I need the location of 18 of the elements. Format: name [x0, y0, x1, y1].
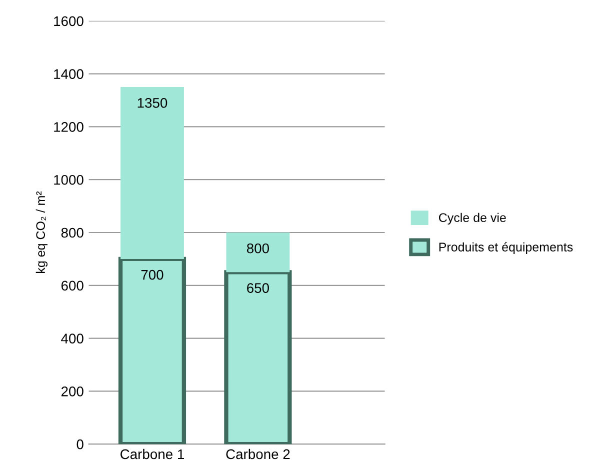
- y-tick-label: 1600: [54, 16, 84, 26]
- y-tick-label: 0: [76, 439, 84, 450]
- y-tick-label: 1000: [54, 174, 84, 185]
- y-tick-label: 800: [61, 228, 84, 238]
- y-tick-label: 1200: [54, 122, 84, 132]
- total-label: 1350: [138, 98, 168, 108]
- y-tick-label: 400: [61, 334, 84, 344]
- x-tick-label: Carbone 1: [120, 448, 184, 460]
- y-tick-label: 1400: [54, 69, 84, 79]
- y-tick-label: 200: [61, 386, 84, 396]
- data-label: 700: [141, 270, 164, 280]
- total-label: 800: [246, 243, 269, 254]
- legend-label: Cycle de vie: [438, 212, 506, 225]
- legend-label: Produits et équipements: [439, 242, 573, 254]
- data-label: 650: [247, 283, 269, 293]
- y-axis-title: kg eq CO₂ / m²: [36, 191, 48, 273]
- y-tick-label: 600: [61, 280, 84, 291]
- x-tick-label: Carbone 2: [226, 448, 290, 460]
